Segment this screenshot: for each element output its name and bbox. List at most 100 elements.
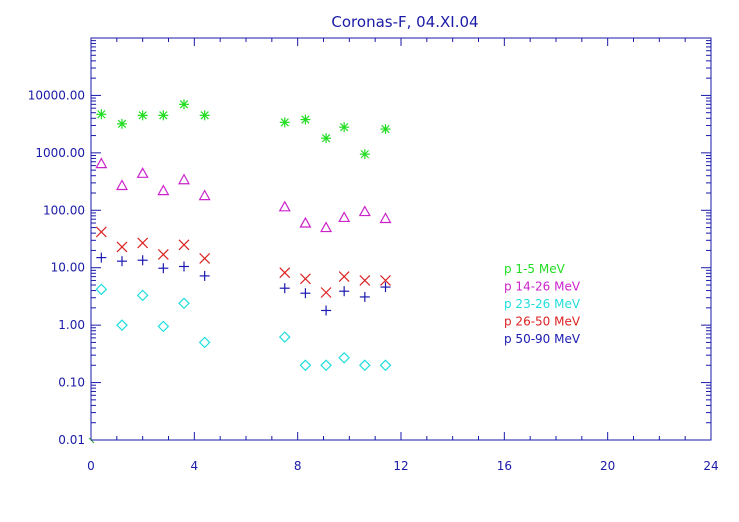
data-point — [299, 359, 312, 372]
data-point — [157, 320, 170, 333]
marker-stroke — [380, 275, 391, 286]
marker-stroke — [320, 287, 332, 298]
legend-item: p 26-50 MeV — [504, 315, 581, 329]
x-tick-label: 20 — [600, 459, 615, 473]
data-point — [278, 331, 291, 343]
marker-stroke — [199, 253, 211, 264]
series-2 — [95, 283, 392, 372]
marker-stroke — [278, 200, 291, 212]
data-point — [117, 118, 127, 129]
marker-stroke — [339, 123, 349, 132]
data-point — [279, 117, 290, 128]
marker-stroke — [299, 359, 312, 372]
data-point — [321, 133, 332, 144]
data-point — [279, 283, 290, 294]
marker-stroke — [136, 289, 149, 302]
data-point — [199, 253, 211, 264]
marker-stroke — [358, 359, 371, 372]
marker-stroke — [178, 297, 190, 310]
marker-stroke — [321, 134, 331, 143]
data-point — [95, 283, 108, 296]
marker-stroke — [358, 205, 371, 217]
marker-stroke — [157, 249, 169, 260]
data-point — [358, 359, 371, 372]
y-tick-label: 0.01 — [58, 433, 85, 447]
marker-stroke — [379, 212, 392, 224]
data-point — [157, 249, 169, 260]
y-tick-label: 1000.00 — [35, 146, 85, 160]
series-0 — [96, 99, 391, 160]
data-point — [136, 289, 149, 302]
plot-frame — [90, 37, 712, 441]
legend-item: p 23-26 MeV — [504, 297, 581, 311]
data-point — [338, 271, 350, 283]
data-point — [320, 221, 333, 233]
chart-title: Coronas-F, 04.XI.04 — [331, 13, 478, 31]
x-tick-label: 8 — [294, 459, 302, 473]
marker-stroke — [278, 331, 291, 343]
legend-item: p 1-5 MeV — [504, 262, 566, 276]
y-tick-label: 10000.00 — [28, 88, 85, 102]
x-tick-label: 16 — [497, 459, 512, 473]
data-point — [380, 124, 391, 135]
series-1 — [95, 157, 392, 233]
marker-stroke — [198, 189, 211, 201]
marker-stroke — [157, 184, 170, 196]
marker-stroke — [95, 226, 107, 238]
marker-stroke — [299, 273, 311, 285]
y-tick-label: 0.10 — [58, 376, 85, 390]
data-point — [380, 275, 391, 286]
series-4 — [96, 252, 391, 316]
marker-stroke — [200, 111, 209, 120]
data-point — [158, 110, 169, 121]
legend: p 1-5 MeV p 14-26 MeV p 23-26 MeV p 26-50 M… — [504, 262, 581, 346]
marker-stroke — [198, 336, 211, 349]
x-tick-label: 24 — [703, 459, 718, 473]
data-point — [339, 122, 350, 133]
data-point — [116, 241, 128, 253]
data-point — [95, 226, 107, 238]
data-point — [299, 216, 312, 228]
data-point — [199, 270, 210, 281]
data-point — [359, 275, 371, 286]
marker-stroke — [280, 118, 289, 127]
marker-stroke — [320, 221, 333, 233]
data-point — [157, 184, 170, 196]
marker-stroke — [279, 267, 291, 279]
marker-stroke — [320, 359, 332, 372]
data-point — [358, 205, 371, 217]
data-point — [198, 189, 211, 201]
data-point — [198, 336, 211, 349]
data-point — [321, 305, 332, 316]
marker-stroke — [360, 149, 370, 159]
marker-stroke — [178, 239, 190, 251]
marker-stroke — [379, 359, 392, 372]
data-point — [179, 99, 189, 110]
data-point — [339, 286, 350, 297]
marker-stroke — [359, 275, 371, 286]
data-point — [137, 255, 148, 266]
data-point — [96, 252, 107, 263]
data-point — [179, 261, 189, 272]
data-point — [379, 359, 392, 372]
marker-stroke — [137, 237, 149, 249]
marker-stroke — [381, 124, 390, 134]
data-point — [115, 179, 129, 191]
y-axis: 0.01 0.10 1.00 10.00 100.00 1000.00 10000.00 — [28, 40, 711, 447]
marker-stroke — [115, 179, 129, 191]
data-series — [95, 99, 392, 372]
marker-stroke — [177, 173, 191, 185]
marker-stroke — [136, 167, 149, 178]
x-tick-label: 0 — [87, 459, 95, 473]
data-point — [136, 167, 149, 178]
x-axis: 0 4 8 12 16 20 24 — [87, 38, 719, 473]
data-point — [300, 288, 311, 299]
data-point — [299, 273, 311, 285]
data-point — [199, 110, 210, 121]
marker-stroke — [338, 271, 350, 283]
data-point — [338, 211, 351, 223]
legend-item: p 50-90 MeV — [504, 332, 581, 346]
data-point — [359, 149, 370, 160]
marker-stroke — [159, 111, 168, 120]
